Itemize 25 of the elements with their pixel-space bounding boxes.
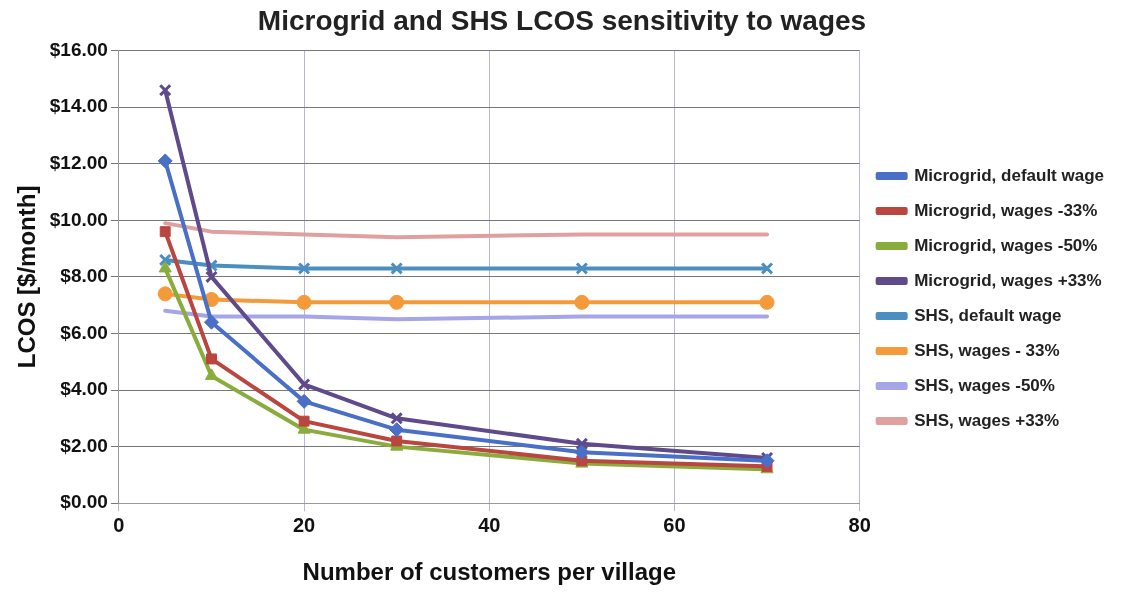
x-tick-label: 0 — [113, 513, 125, 536]
chart-title: Microgrid and SHS LCOS sensitivity to wages — [257, 4, 867, 36]
legend-label: Microgrid, wages -33% — [914, 200, 1098, 220]
y-tick-label: $8.00 — [60, 265, 108, 287]
y-tick-label: $0.00 — [60, 491, 108, 513]
legend-label: Microgrid, wages -50% — [914, 235, 1098, 255]
y-axis-title: LCOS [$/month] — [13, 185, 41, 369]
x-tick-label: 40 — [478, 513, 501, 536]
x-tick-label: 60 — [663, 513, 686, 536]
y-tick-label: $16.00 — [49, 38, 108, 60]
y-tick-label: $12.00 — [49, 151, 108, 173]
x-axis-title: Number of customers per village — [302, 558, 677, 586]
legend-label: SHS, wages -50% — [914, 375, 1055, 395]
y-tick-label: $2.00 — [60, 434, 108, 456]
y-tick-label: $10.00 — [49, 208, 108, 230]
legend-label: SHS, wages - 33% — [914, 340, 1060, 360]
x-tick-label: 20 — [292, 513, 316, 536]
legend-label: SHS, wages +33% — [914, 410, 1060, 430]
y-tick-label: $4.00 — [60, 378, 108, 400]
legend-label: Microgrid, default wage — [914, 165, 1104, 185]
x-tick-label: 80 — [848, 513, 871, 536]
legend-label: SHS, default wage — [914, 305, 1062, 325]
legend-label: Microgrid, wages +33% — [914, 270, 1102, 290]
y-tick-label: $6.00 — [60, 321, 108, 343]
y-tick-label: $14.00 — [49, 95, 108, 117]
